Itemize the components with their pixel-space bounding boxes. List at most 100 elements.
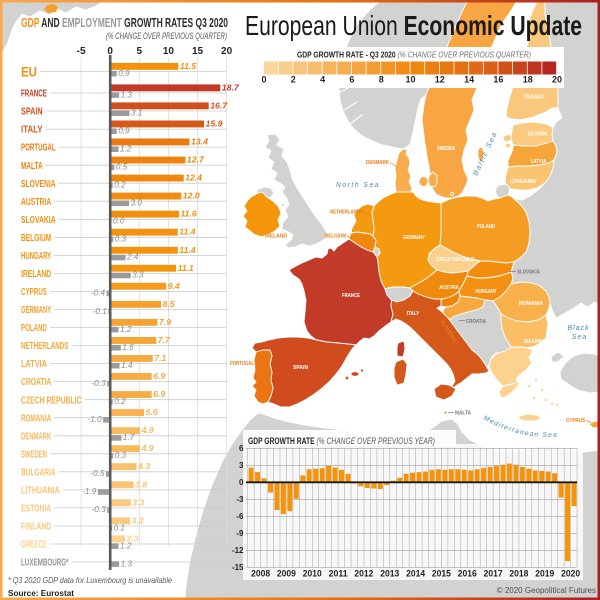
svg-text:2019: 2019 <box>535 569 554 579</box>
svg-text:IRELAND: IRELAND <box>265 234 287 240</box>
svg-text:5.6: 5.6 <box>146 407 158 417</box>
svg-text:11.4: 11.4 <box>179 245 195 255</box>
svg-text:* Q3 2020 GDP data for Luxembo: * Q3 2020 GDP data for Luxembourg is una… <box>8 575 172 585</box>
svg-text:-3: -3 <box>236 495 244 504</box>
svg-text:18: 18 <box>523 75 533 85</box>
svg-text:10: 10 <box>405 75 415 85</box>
svg-text:8.5: 8.5 <box>163 299 175 309</box>
svg-text:2018: 2018 <box>509 569 528 579</box>
svg-text:1.2: 1.2 <box>120 541 132 550</box>
svg-text:SWEDEN: SWEDEN <box>21 449 47 460</box>
svg-text:GDP AND EMPLOYMENT GROWTH RATE: GDP AND EMPLOYMENT GROWTH RATES Q3 2020 <box>21 15 228 30</box>
svg-text:-1.0: -1.0 <box>87 415 102 424</box>
svg-text:14: 14 <box>464 75 474 85</box>
svg-text:2011: 2011 <box>329 569 348 579</box>
svg-text:2.4: 2.4 <box>126 253 139 262</box>
svg-text:11.4: 11.4 <box>179 227 195 237</box>
svg-text:1.3: 1.3 <box>121 90 133 99</box>
svg-text:18.7: 18.7 <box>222 82 240 92</box>
svg-text:POLAND: POLAND <box>21 323 47 334</box>
svg-text:7.7: 7.7 <box>158 335 171 345</box>
svg-text:BULGARIA: BULGARIA <box>524 339 544 345</box>
svg-text:2020: 2020 <box>561 569 580 579</box>
svg-text:0.0: 0.0 <box>113 217 125 226</box>
svg-text:2016: 2016 <box>458 569 477 579</box>
svg-text:GERMANY: GERMANY <box>21 305 51 316</box>
svg-text:NETHERLANDS: NETHERLANDS <box>330 210 363 216</box>
svg-text:BELGIUM: BELGIUM <box>325 234 346 240</box>
svg-text:GREECE: GREECE <box>522 374 538 380</box>
svg-text:11.5: 11.5 <box>180 61 196 71</box>
svg-text:Source: Eurostat: Source: Eurostat <box>8 588 74 598</box>
svg-text:Black: Black <box>567 325 589 332</box>
svg-text:Sea: Sea <box>572 334 587 341</box>
svg-text:FINLAND: FINLAND <box>21 522 51 533</box>
svg-text:NETHERLANDS: NETHERLANDS <box>21 341 69 352</box>
svg-text:4.9: 4.9 <box>141 443 154 453</box>
svg-text:-1.9: -1.9 <box>82 487 97 496</box>
svg-text:0.3: 0.3 <box>115 451 127 460</box>
svg-text:20: 20 <box>221 46 233 57</box>
svg-text:EU: EU <box>21 64 37 80</box>
svg-text:FRANCE: FRANCE <box>342 293 360 299</box>
svg-text:ESTONIA: ESTONIA <box>21 504 51 515</box>
svg-text:-5: -5 <box>77 46 86 57</box>
svg-text:0.9: 0.9 <box>118 126 130 135</box>
svg-text:3.0: 3.0 <box>131 199 143 208</box>
svg-text:0: 0 <box>239 478 244 487</box>
svg-text:GDP GROWTH RATE (% CHANGE OVER: GDP GROWTH RATE (% CHANGE OVER PREVIOUS … <box>248 436 435 447</box>
svg-text:15: 15 <box>192 46 204 57</box>
svg-text:FRANCE: FRANCE <box>21 89 47 100</box>
svg-text:GREECE: GREECE <box>21 540 47 551</box>
svg-text:HUNGARY: HUNGARY <box>476 289 497 295</box>
svg-text:North Sea: North Sea <box>336 180 380 189</box>
svg-text:7.1: 7.1 <box>154 353 166 363</box>
svg-text:2014: 2014 <box>406 569 425 579</box>
svg-text:7.9: 7.9 <box>159 317 171 327</box>
svg-text:1.7: 1.7 <box>123 433 135 442</box>
svg-text:3: 3 <box>239 461 244 470</box>
svg-text:9.4: 9.4 <box>168 281 180 291</box>
svg-text:BELGIUM: BELGIUM <box>21 233 51 244</box>
svg-text:2008: 2008 <box>251 569 270 579</box>
svg-text:DENMARK: DENMARK <box>366 160 389 166</box>
svg-text:0.3: 0.3 <box>115 235 127 244</box>
svg-text:GERMANY: GERMANY <box>403 235 425 241</box>
svg-text:15.9: 15.9 <box>206 119 223 129</box>
svg-text:-12: -12 <box>232 546 244 555</box>
svg-text:-0.3: -0.3 <box>92 379 107 388</box>
svg-text:0.2: 0.2 <box>114 181 126 190</box>
svg-text:-0.4: -0.4 <box>91 289 106 298</box>
svg-text:16.7: 16.7 <box>210 100 228 110</box>
svg-text:6: 6 <box>349 75 354 85</box>
svg-text:20: 20 <box>552 75 562 85</box>
svg-text:AUSTRIA: AUSTRIA <box>21 197 51 208</box>
svg-text:16: 16 <box>493 75 503 85</box>
svg-text:2009: 2009 <box>277 569 296 579</box>
svg-text:-15: -15 <box>232 563 244 572</box>
svg-text:LITHUANIA: LITHUANIA <box>510 179 536 185</box>
svg-text:1.3: 1.3 <box>121 559 133 568</box>
svg-text:4.3: 4.3 <box>137 461 150 471</box>
svg-text:-9: -9 <box>236 529 244 538</box>
svg-text:PORTUGAL: PORTUGAL <box>230 361 255 367</box>
svg-text:3.8: 3.8 <box>135 479 147 489</box>
svg-text:CYPRUS: CYPRUS <box>566 418 585 424</box>
svg-text:12: 12 <box>435 75 445 85</box>
svg-text:13.4: 13.4 <box>191 137 208 147</box>
svg-text:CROATIA: CROATIA <box>466 319 486 325</box>
svg-text:-0.3: -0.3 <box>92 505 107 514</box>
svg-text:LUXEMBOURG*: LUXEMBOURG* <box>21 558 69 569</box>
svg-text:2017: 2017 <box>484 569 503 579</box>
svg-text:0.5: 0.5 <box>116 163 128 172</box>
svg-text:1.2: 1.2 <box>120 144 132 153</box>
svg-text:POLAND: POLAND <box>477 224 495 230</box>
svg-text:SWEDEN: SWEDEN <box>437 146 455 152</box>
svg-text:0: 0 <box>261 75 266 85</box>
svg-text:4.9: 4.9 <box>141 425 154 435</box>
svg-text:12.0: 12.0 <box>183 191 200 201</box>
svg-text:DENMARK: DENMARK <box>21 431 52 442</box>
svg-text:GDP GROWTH RATE - Q3 2020 (% C: GDP GROWTH RATE - Q3 2020 (% CHANGE OVER… <box>297 50 531 60</box>
svg-text:CROATIA: CROATIA <box>21 377 51 388</box>
svg-text:SLOVAKIA: SLOVAKIA <box>517 270 540 276</box>
